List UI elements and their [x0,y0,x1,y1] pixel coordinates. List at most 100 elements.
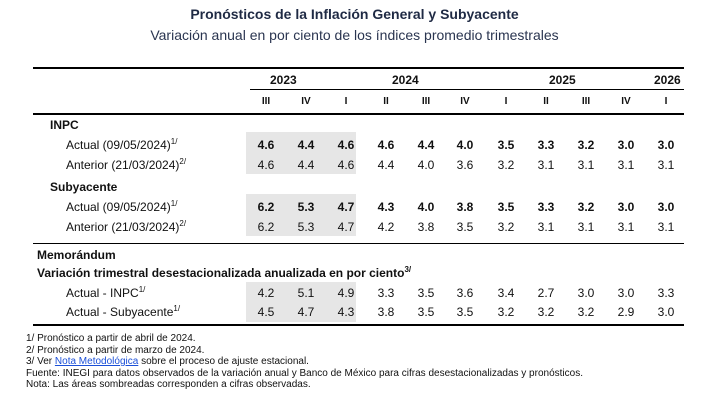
table-cell: 3.3 [537,200,555,214]
row-label-inpc-actual: Actual (09/05/2024)1/ [66,137,177,152]
table-cell: 5.1 [297,286,315,300]
table-cell: 3.5 [497,200,515,214]
shaded-observed-subyacente [246,194,356,236]
table-cell: 3.0 [617,138,635,152]
table-cell: 6.2 [257,200,275,214]
table-cell: 3.2 [497,305,515,319]
bottom-rule [33,324,684,326]
table-cell: 4.6 [257,138,275,152]
table-cell: 4.2 [377,220,395,234]
source-note: Fuente: INEGI para datos observados de l… [26,367,583,379]
footnote-3-post: sobre el proceso de ajuste estacional. [138,356,309,367]
row-label-mem-sub: Actual - Subyacente1/ [66,304,180,319]
nota-metodologica-link[interactable]: Nota Metodológica [54,356,139,367]
quarter-header: III [421,96,431,107]
footnote-ref: 1/ [138,285,146,294]
table-cell: 2.9 [617,305,635,319]
table-cell: 3.2 [577,200,595,214]
table-cell: 3.0 [617,286,635,300]
year-2026: 2026 [654,73,681,87]
table-cell: 3.5 [456,220,474,234]
row-label-mem-inpc: Actual - INPC1/ [66,285,146,300]
quarter-header: II [543,96,549,107]
table-cell: 3.8 [377,305,395,319]
section-divider [33,243,684,244]
table-cell: 4.0 [417,200,435,214]
table-cell: 3.0 [617,200,635,214]
table-cell: 3.0 [657,200,675,214]
quarter-header: III [261,96,271,107]
row-label-inpc-anterior: Anterior (21/03/2024)2/ [66,157,187,172]
row-label-text: Actual - INPC [66,286,139,300]
year-2024: 2024 [392,73,419,87]
quarter-header: IV [460,96,470,107]
table-cell: 4.9 [337,286,355,300]
quarter-header: III [581,96,591,107]
table-cell: 3.2 [497,158,515,172]
table-cell: 3.1 [617,158,635,172]
footnote-ref: 1/ [170,199,178,208]
table-cell: 4.0 [456,138,474,152]
table-cell: 3.3 [657,286,675,300]
table-cell: 3.2 [577,305,595,319]
table-cell: 3.0 [657,305,675,319]
section-memorandum: Memorándum [37,248,116,262]
section-variacion: Variación trimestral desestacionalizada … [37,265,412,280]
footnote-ref: 3/ [404,265,412,274]
table-cell: 4.2 [257,286,275,300]
table-cell: 5.3 [297,200,315,214]
quarter-header: I [344,96,348,107]
table-cell: 4.4 [377,158,395,172]
table-cell: 3.5 [417,286,435,300]
quarter-header: IV [621,96,631,107]
row-label-sub-anterior: Anterior (21/03/2024)2/ [66,219,186,234]
table-cell: 3.5 [417,305,435,319]
row-label-text: Anterior (21/03/2024) [66,158,180,172]
footnote-2: 2/ Pronóstico a partir de marzo de 2024. [26,344,205,356]
table-title: Pronósticos de la Inflación General y Su… [190,6,519,22]
table-cell: 3.0 [577,286,595,300]
table-cell: 3.6 [456,158,474,172]
header-underline [33,113,684,115]
table-cell: 4.7 [337,200,355,214]
quarter-header: I [664,96,668,107]
table-cell: 3.6 [456,286,474,300]
table-cell: 5.3 [297,220,315,234]
quarter-header: I [504,96,508,107]
section-inpc: INPC [50,118,79,132]
year-underline [250,89,684,90]
table-cell: 4.7 [337,220,355,234]
footnote-3-pre: 3/ Ver [26,356,55,367]
table-cell: 3.0 [657,138,675,152]
table-cell: 3.1 [577,158,595,172]
footnote-3: 3/ Ver Nota Metodológica sobre el proces… [26,356,583,368]
section-subyacente: Subyacente [50,180,118,194]
table-cell: 3.5 [456,305,474,319]
table-cell: 3.3 [537,138,555,152]
table-cell: 4.6 [377,138,395,152]
table-cell: 4.3 [337,305,355,319]
quarter-header: IV [301,96,311,107]
shaded-observed-memorandum [246,282,356,322]
year-2023: 2023 [270,73,297,87]
shading-note: Nota: Las áreas sombreadas corresponden … [26,379,311,390]
row-label-text: Actual (09/05/2024) [66,200,171,214]
table-cell: 4.4 [417,138,435,152]
table-cell: 4.3 [377,200,395,214]
table-cell: 3.4 [497,286,515,300]
footnote-1: 1/ Pronóstico a partir de abril de 2024. [26,333,196,344]
table-cell: 3.8 [456,200,474,214]
top-rule [33,67,684,69]
shaded-observed-inpc [246,132,356,174]
table-cell: 4.6 [257,158,275,172]
table-cell: 3.2 [577,138,595,152]
table-cell: 3.1 [617,220,635,234]
table-subtitle: Variación anual en por ciento de los índ… [150,27,559,43]
row-label-text: Actual (09/05/2024) [66,138,171,152]
table-cell: 3.1 [537,158,555,172]
table-cell: 3.1 [657,220,675,234]
table-cell: 6.2 [257,220,275,234]
table-cell: 4.4 [297,138,315,152]
footnotes: 1/ Pronóstico a partir de abril de 2024.… [26,333,583,391]
footnote-ref: 2/ [179,157,187,166]
